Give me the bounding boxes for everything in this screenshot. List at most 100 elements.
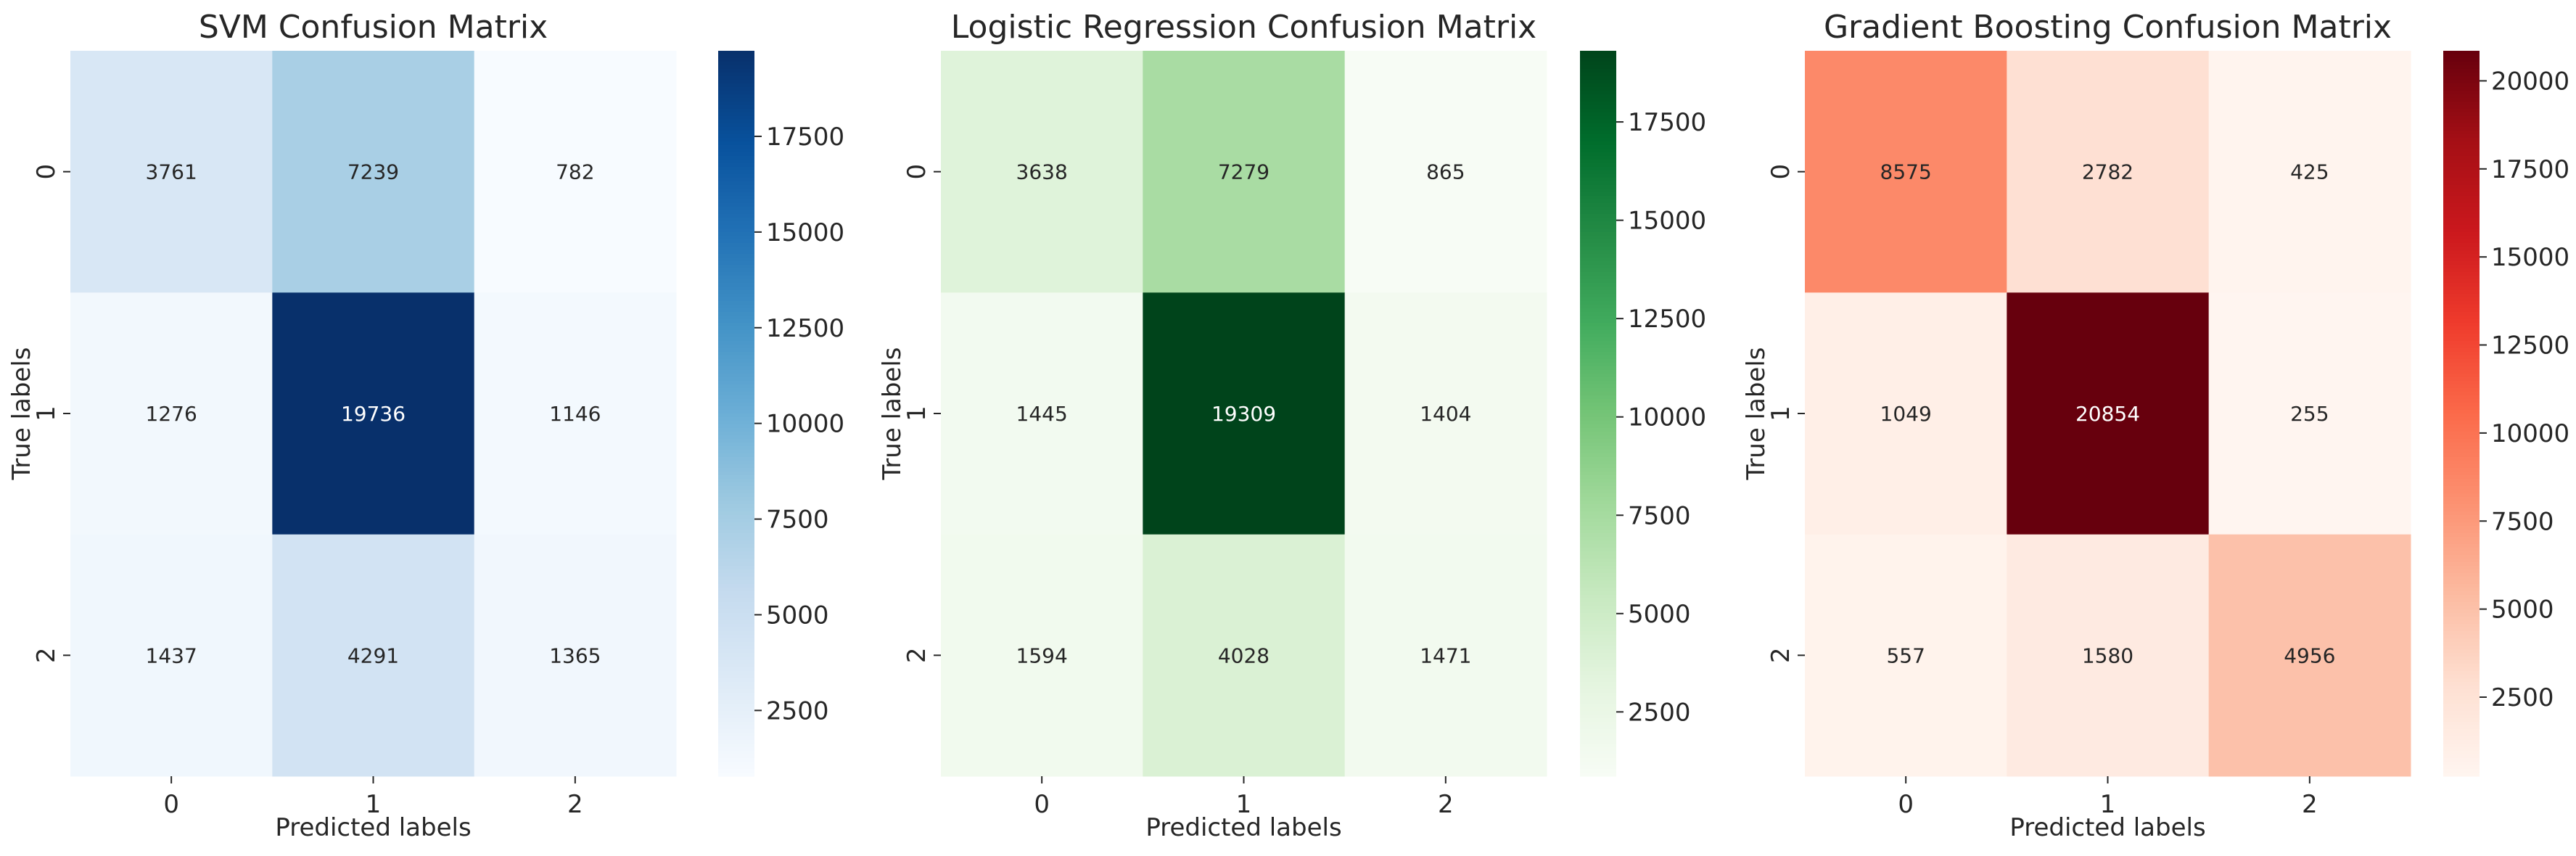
heatmap-cell [2007, 51, 2210, 293]
cell-value-label: 255 [2290, 402, 2329, 426]
colorbar-segment [1580, 530, 1616, 534]
colorbar-segment [1580, 511, 1616, 516]
colorbar-segment [718, 624, 754, 628]
heatmap-cell [2007, 534, 2210, 777]
colorbar-segment [2443, 682, 2480, 686]
heatmap-cell [941, 534, 1143, 777]
colorbar-segment [1580, 649, 1616, 654]
colorbar-segment [1580, 559, 1616, 563]
colorbar-segment [2443, 377, 2480, 382]
colorbar-segment [718, 363, 754, 367]
colorbar-segment [2443, 290, 2480, 295]
colorbar-segment [1580, 660, 1616, 664]
colorbar-segment [2443, 591, 2480, 596]
colorbar-segment [718, 163, 754, 168]
colorbar-segment [718, 555, 754, 559]
colorbar-segment [718, 297, 754, 302]
colorbar-segment [2443, 203, 2480, 207]
colorbar-segment [1580, 758, 1616, 762]
colorbar-segment [718, 747, 754, 752]
colorbar-segment [2443, 468, 2480, 472]
colorbar-segment [2443, 65, 2480, 70]
colorbar-segment [1580, 294, 1616, 298]
colorbar-segment [1580, 247, 1616, 251]
colorbar-segment [718, 381, 754, 385]
colorbar-segment [718, 511, 754, 516]
colorbar-segment [1580, 606, 1616, 610]
colorbar-segment [718, 769, 754, 773]
colorbar-tick-label: 12500 [1628, 305, 1706, 334]
colorbar-segment [718, 225, 754, 229]
colorbar-segment [1580, 258, 1616, 262]
colorbar-segment [2443, 366, 2480, 371]
colorbar-segment [2443, 453, 2480, 458]
colorbar-segment [2443, 116, 2480, 120]
colorbar-segment [1580, 174, 1616, 178]
colorbar-segment [718, 312, 754, 316]
colorbar-segment [718, 686, 754, 690]
colorbar-segment [2443, 69, 2480, 73]
colorbar-segment [1580, 711, 1616, 715]
colorbar-segment [1580, 591, 1616, 596]
colorbar-segment [718, 265, 754, 269]
colorbar-segment [1580, 131, 1616, 135]
colorbar-segment [2443, 326, 2480, 331]
colorbar-segment [1580, 588, 1616, 592]
colorbar-tick-label: 5000 [766, 601, 829, 630]
colorbar-segment [2443, 243, 2480, 247]
colorbar-tick-label: 2500 [2491, 683, 2554, 712]
colorbar-segment [718, 236, 754, 240]
colorbar-segment [2443, 192, 2480, 197]
colorbar-segment [2443, 265, 2480, 269]
colorbar-segment [1580, 464, 1616, 469]
colorbar-segment [2443, 555, 2480, 559]
colorbar-segment [2443, 323, 2480, 327]
colorbar-segment [718, 348, 754, 353]
colorbar-segment [2443, 551, 2480, 556]
colorbar-segment [2443, 73, 2480, 77]
colorbar-segment [718, 613, 754, 617]
colorbar-segment [1580, 138, 1616, 142]
colorbar-segment [1580, 646, 1616, 650]
colorbar-segment [718, 174, 754, 178]
colorbar-segment [718, 221, 754, 226]
colorbar-segment [1580, 747, 1616, 752]
colorbar-segment [718, 657, 754, 661]
cell-value-label: 1146 [549, 402, 601, 426]
cell-value-label: 1580 [2082, 643, 2133, 667]
colorbar-segment [2443, 464, 2480, 469]
colorbar-tick-label: 7500 [1628, 501, 1691, 530]
colorbar-segment [1580, 290, 1616, 295]
colorbar-segment [2443, 660, 2480, 664]
colorbar-tick-label: 17500 [2491, 155, 2569, 184]
colorbar-segment [718, 649, 754, 654]
colorbar-segment [1580, 316, 1616, 320]
colorbar-segment [1580, 192, 1616, 197]
colorbar-segment [2443, 602, 2480, 606]
colorbar-segment [1580, 377, 1616, 382]
colorbar-segment [718, 141, 754, 146]
colorbar-segment [2443, 747, 2480, 752]
colorbar-segment [718, 461, 754, 465]
colorbar-segment [718, 214, 754, 218]
colorbar-segment [718, 83, 754, 88]
heatmap-cell [70, 534, 273, 777]
colorbar-segment [1580, 519, 1616, 523]
colorbar-segment [718, 156, 754, 160]
colorbar-segment [718, 152, 754, 157]
colorbar-segment [718, 87, 754, 91]
colorbar-segment [1580, 457, 1616, 461]
colorbar-segment [718, 406, 754, 411]
colorbar-segment [1580, 76, 1616, 81]
colorbar-segment [2443, 91, 2480, 95]
colorbar-segment [718, 109, 754, 113]
colorbar-segment [1580, 627, 1616, 632]
colorbar-segment [2443, 363, 2480, 367]
colorbar-segment [2443, 584, 2480, 588]
colorbar-segment [2443, 486, 2480, 490]
colorbar-segment [2443, 196, 2480, 200]
colorbar-segment [1580, 504, 1616, 509]
colorbar-segment [718, 700, 754, 704]
colorbar-segment [2443, 443, 2480, 447]
colorbar-segment [718, 707, 754, 712]
